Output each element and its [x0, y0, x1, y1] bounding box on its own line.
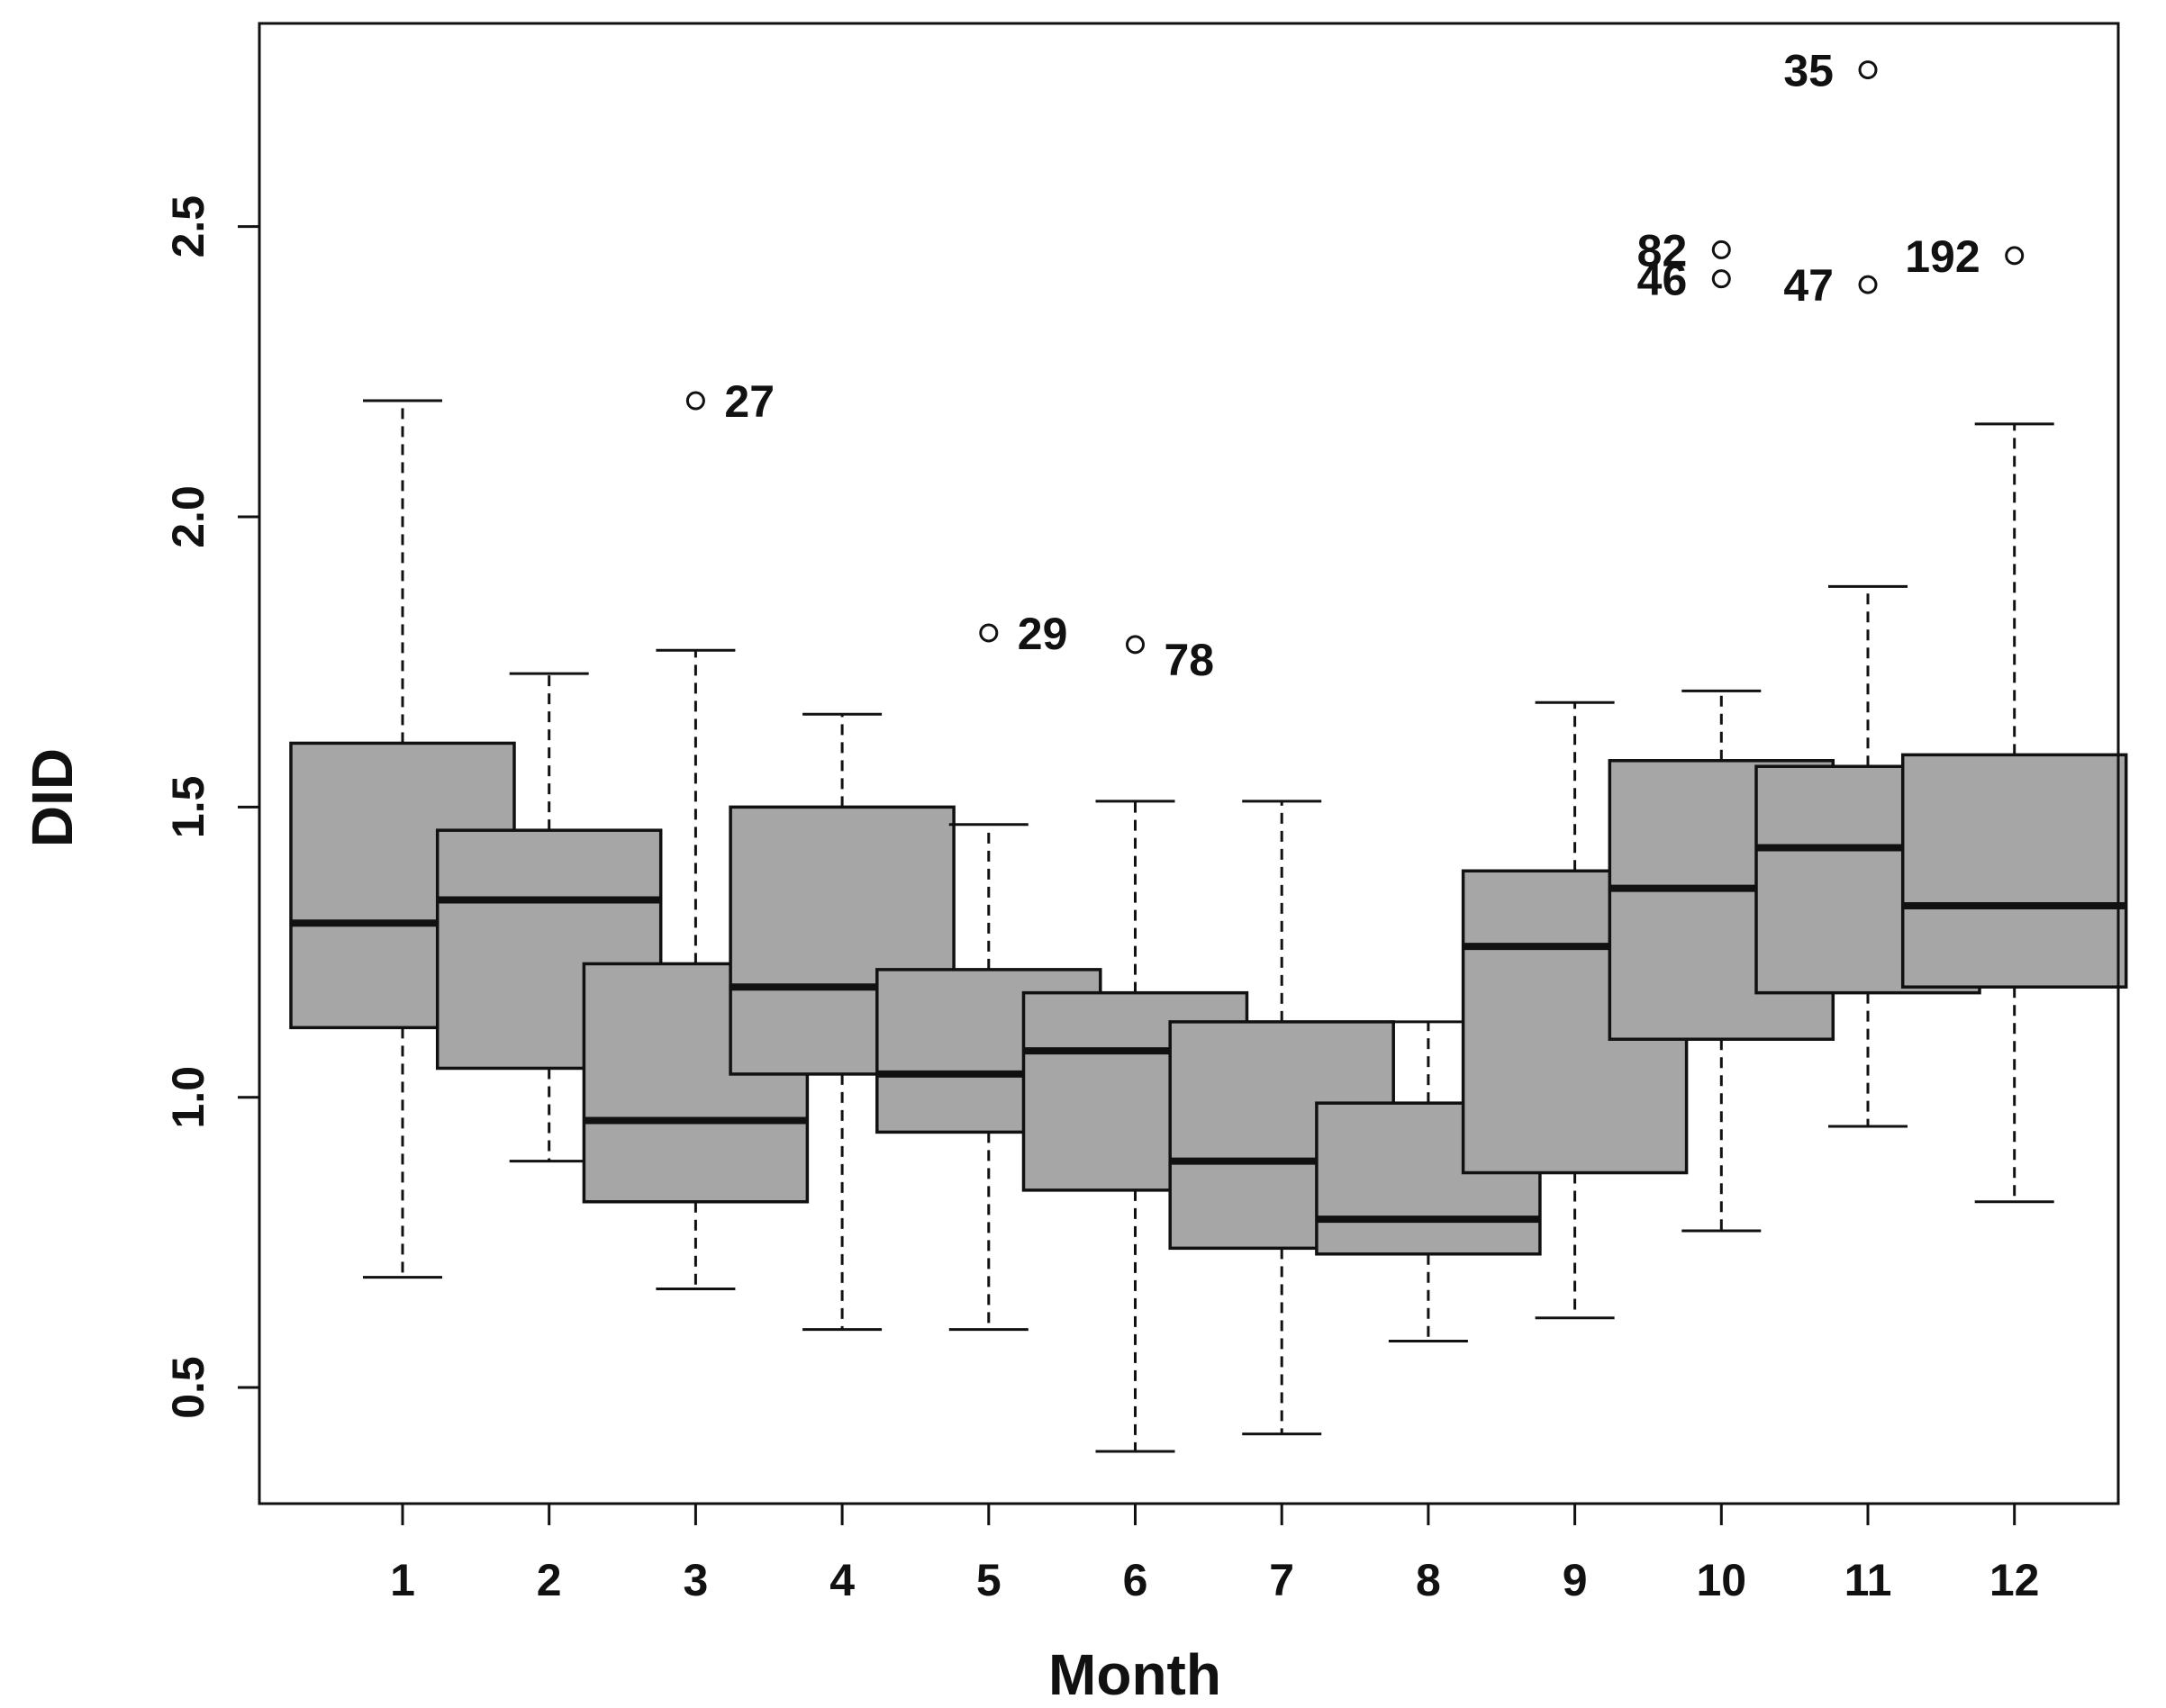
- outlier-label: 46: [1637, 255, 1688, 305]
- x-tick-label: 12: [1989, 1555, 2040, 1605]
- x-tick-label: 4: [829, 1555, 855, 1605]
- x-tick-label: 2: [537, 1555, 562, 1605]
- outlier-point: [1858, 275, 1878, 294]
- x-tick-label: 5: [976, 1555, 1001, 1605]
- box-month-3: [582, 648, 810, 1290]
- outlier-label: 27: [724, 376, 775, 427]
- outlier-label: 29: [1018, 609, 1068, 659]
- x-tick-label: 3: [683, 1555, 708, 1605]
- y-tick-label: 0.5: [163, 1356, 213, 1419]
- axes-layer: 0.51.01.52.02.51 2 3 4 5 6 7 8 9 10 11 12: [163, 195, 2040, 1605]
- outlier-point: [685, 391, 705, 411]
- outlier-label: 192: [1905, 231, 1980, 282]
- outlier-point: [2005, 246, 2025, 266]
- x-tick-label: 6: [1123, 1555, 1148, 1605]
- outlier-label: 82: [1637, 225, 1688, 276]
- outlier-point: [1126, 635, 1145, 655]
- outlier-point: [1711, 269, 1731, 289]
- y-tick-label: 1.5: [163, 776, 213, 839]
- plot-frame-layer: [258, 22, 2120, 1505]
- x-tick-label: 7: [1269, 1555, 1294, 1605]
- outlier-point: [1711, 239, 1731, 259]
- y-axis-title: DID: [20, 748, 85, 847]
- y-tick-label: 1.0: [163, 1066, 213, 1129]
- x-tick-label: 10: [1696, 1555, 1746, 1605]
- y-tick-label: 2.5: [163, 195, 213, 258]
- x-tick-label: 8: [1416, 1555, 1441, 1605]
- y-tick-label: 2.0: [163, 485, 213, 548]
- outlier-point: [979, 623, 999, 643]
- x-tick-label: 9: [1563, 1555, 1588, 1605]
- x-tick-label: 1: [390, 1555, 415, 1605]
- boxes-layer: [289, 399, 2128, 1453]
- outlier-point: [1858, 60, 1878, 80]
- x-tick-label: 11: [1844, 1555, 1892, 1605]
- x-axis-title: Month: [1048, 1642, 1221, 1707]
- outlier-label: 35: [1783, 46, 1834, 96]
- outlier-label: 78: [1165, 635, 1215, 685]
- outlier-label: 47: [1783, 260, 1834, 311]
- plot-frame: [258, 22, 2120, 1505]
- box-month-12: [1900, 422, 2128, 1204]
- iqr-box: [1900, 753, 2128, 989]
